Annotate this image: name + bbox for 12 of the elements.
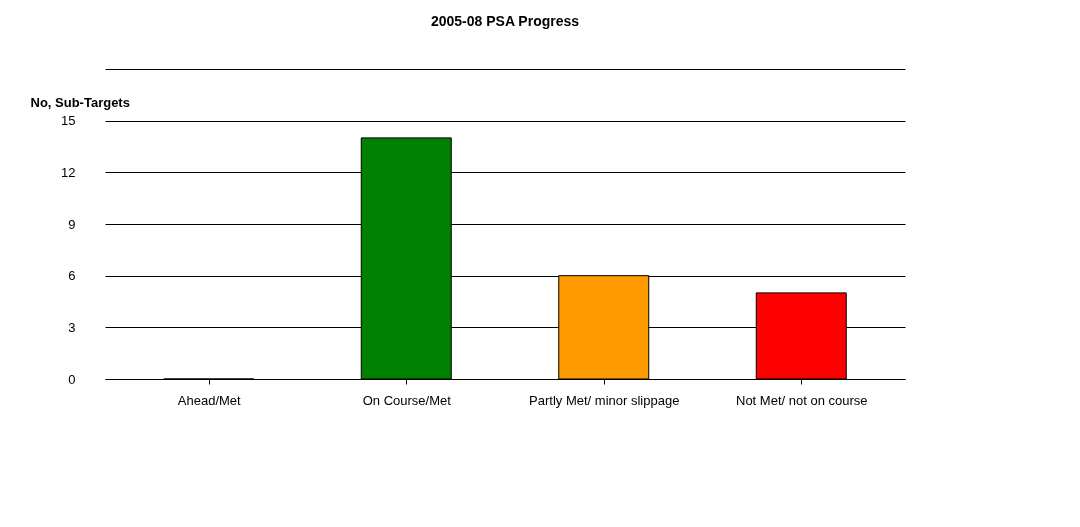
x-tick-label: Not Met/ not on course xyxy=(735,392,868,408)
y-tick-label: 12 xyxy=(61,164,76,180)
y-tick-label: 9 xyxy=(68,216,76,232)
x-tick-label: Ahead/Met xyxy=(177,392,242,408)
chart-title: 2005-08 PSA Progress xyxy=(430,13,580,29)
x-tick-label: Partly Met/ minor slippage xyxy=(529,392,680,408)
y-tick-label: 6 xyxy=(68,268,76,284)
y-axis-title: No, Sub-Targets xyxy=(30,94,130,110)
y-tick-label: 0 xyxy=(68,371,76,387)
x-tick-label: On Course/Met xyxy=(362,392,452,408)
y-tick-label: 15 xyxy=(61,113,76,129)
y-tick-label: 3 xyxy=(68,319,76,335)
